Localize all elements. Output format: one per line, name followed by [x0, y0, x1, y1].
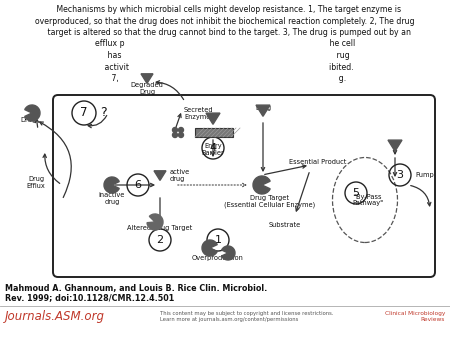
Text: Mahmoud A. Ghannoum, and Louis B. Rice Clin. Microbiol.: Mahmoud A. Ghannoum, and Louis B. Rice C… — [5, 284, 267, 293]
Text: 2: 2 — [157, 235, 163, 245]
Text: active
drug: active drug — [170, 169, 190, 182]
Text: Rev. 1999; doi:10.1128/CMR.12.4.501: Rev. 1999; doi:10.1128/CMR.12.4.501 — [5, 293, 174, 302]
Text: Altered Drug Target: Altered Drug Target — [127, 225, 193, 231]
Text: 1: 1 — [215, 235, 221, 245]
Polygon shape — [154, 171, 166, 180]
Text: 6: 6 — [135, 180, 141, 190]
Text: Pump: Pump — [415, 172, 434, 178]
Circle shape — [179, 132, 184, 138]
Text: Clinical Microbiology
Reviews: Clinical Microbiology Reviews — [385, 311, 445, 322]
Text: Overproduction: Overproduction — [192, 255, 244, 261]
Text: 4: 4 — [209, 143, 216, 153]
Text: 7: 7 — [80, 106, 88, 120]
Text: efflux p                                                                        : efflux p — [95, 40, 355, 48]
Bar — [195, 128, 233, 137]
Text: "By-Pass
Pathway": "By-Pass Pathway" — [352, 193, 383, 207]
Text: ?: ? — [100, 106, 107, 120]
Wedge shape — [222, 246, 235, 260]
Circle shape — [172, 132, 177, 138]
Text: Drug: Drug — [255, 105, 271, 111]
Text: Drug: Drug — [20, 117, 36, 123]
Text: Drug Target
(Essential Cellular Enzyme): Drug Target (Essential Cellular Enzyme) — [225, 195, 315, 209]
Text: Essential Product: Essential Product — [289, 159, 346, 165]
Polygon shape — [206, 113, 220, 124]
Text: Mechanisms by which microbial cells might develop resistance. 1, The target enzy: Mechanisms by which microbial cells migh… — [49, 5, 401, 14]
Wedge shape — [202, 240, 217, 256]
Circle shape — [179, 127, 184, 132]
Text: has                                                                             : has — [100, 51, 350, 60]
Text: Secreted
Enzyme: Secreted Enzyme — [184, 107, 214, 120]
Text: Degraded
Drug: Degraded Drug — [130, 82, 163, 95]
Text: Entry
Barrier: Entry Barrier — [202, 143, 225, 156]
Polygon shape — [141, 74, 153, 83]
Text: This content may be subject to copyright and license restrictions.
Learn more at: This content may be subject to copyright… — [160, 311, 333, 322]
Text: Drug
Efflux: Drug Efflux — [27, 176, 45, 190]
Text: inactive
drug: inactive drug — [99, 192, 125, 205]
Wedge shape — [25, 105, 40, 121]
Wedge shape — [253, 176, 270, 194]
Text: overproduced, so that the drug does not inhibit the biochemical reaction complet: overproduced, so that the drug does not … — [35, 17, 415, 25]
Wedge shape — [147, 214, 163, 230]
Text: 3: 3 — [396, 170, 404, 180]
FancyBboxPatch shape — [53, 95, 435, 277]
Text: target is altered so that the drug cannot bind to the target. 3, The drug is pum: target is altered so that the drug canno… — [40, 28, 410, 37]
Polygon shape — [256, 105, 270, 116]
Polygon shape — [388, 140, 402, 151]
Circle shape — [172, 127, 177, 132]
Text: Substrate: Substrate — [269, 222, 301, 228]
Text: activit                                                                         : activit — [97, 63, 353, 72]
Text: 5: 5 — [352, 188, 360, 198]
Text: Journals.ASM.org: Journals.ASM.org — [5, 310, 105, 323]
Wedge shape — [104, 177, 119, 193]
Text: 7,                                                                              : 7, — [104, 74, 346, 83]
